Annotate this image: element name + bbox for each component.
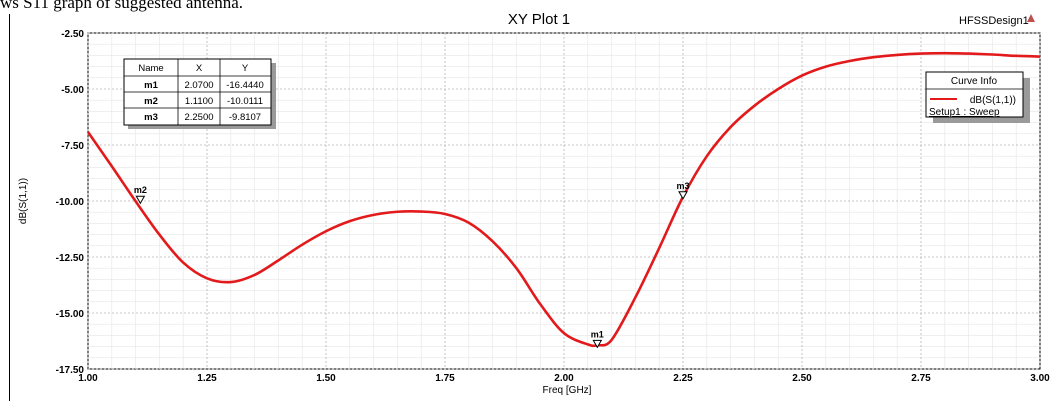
marker-table-header-name: Name — [138, 63, 163, 74]
marker-table-cell: m3 — [144, 112, 158, 123]
page-left-rule — [9, 14, 10, 401]
y-tick-label: -5.00 — [61, 85, 84, 96]
marker-table-header-y: Y — [242, 63, 249, 74]
marker-m1[interactable]: m1 — [591, 329, 604, 349]
x-tick-label: 3.00 — [1030, 373, 1050, 384]
x-tick-label: 2.75 — [911, 373, 931, 384]
y-tick-label: -17.50 — [56, 365, 85, 376]
page-caption: ws S11 graph of suggested antenna. — [0, 0, 243, 12]
y-tick-label: -12.50 — [56, 253, 85, 264]
marker-label: m1 — [591, 329, 604, 339]
legend-entry-label: dB(S(1,1)) — [970, 95, 1016, 106]
marker-table-header-x: X — [196, 63, 203, 74]
curve-info-legend[interactable]: Curve Info dB(S(1,1)) Setup1 : Sweep — [925, 71, 1030, 123]
marker-table-cell: -9.8107 — [229, 112, 261, 123]
x-tick-label: 2.50 — [792, 373, 812, 384]
x-tick-label: 1.00 — [78, 373, 98, 384]
marker-table-cell: 2.2500 — [184, 112, 213, 123]
design-name: HFSSDesign1 — [959, 15, 1029, 27]
marker-table[interactable]: Name X Y m1 2.0700 -16.4440 m2 1.1100 -1… — [123, 58, 276, 129]
x-tick-label: 1.50 — [316, 373, 336, 384]
marker-triangle-icon — [592, 339, 603, 349]
marker-table-cell: -10.0111 — [227, 96, 263, 107]
marker-triangle-icon — [678, 191, 688, 200]
marker-table-cell: 1.1100 — [185, 96, 213, 107]
marker-label: m3 — [676, 181, 689, 191]
marker-table-cell: m2 — [144, 96, 158, 107]
x-axis-label: Freq [GHz] — [543, 385, 592, 396]
y-axis-label: dB(S(1,1)) — [18, 178, 29, 224]
ansys-logo-icon — [1027, 14, 1035, 22]
y-tick-label: -15.00 — [56, 309, 85, 320]
legend-title: Curve Info — [951, 76, 998, 87]
marker-table-cell: 2.0700 — [184, 80, 213, 91]
x-tick-label: 2.25 — [673, 373, 693, 384]
marker-triangle-icon — [135, 195, 146, 205]
marker-m3[interactable]: m3 — [676, 181, 690, 200]
legend-box — [925, 71, 1024, 118]
series-line-s11 — [86, 51, 1041, 348]
y-tick-label: -10.00 — [56, 197, 85, 208]
x-tick-label: 2.00 — [554, 373, 574, 384]
x-tick-label: 1.25 — [197, 373, 217, 384]
x-tick-label: 1.75 — [435, 373, 455, 384]
marker-m2[interactable]: m2 — [134, 185, 147, 205]
y-tick-label: -2.50 — [61, 29, 84, 40]
marker-label: m2 — [134, 185, 147, 195]
marker-table-cell: -16.4440 — [226, 80, 264, 91]
plot-title: XY Plot 1 — [508, 11, 570, 28]
legend-entry-sublabel: Setup1 : Sweep — [929, 107, 1000, 118]
y-tick-label: -7.50 — [61, 141, 84, 152]
marker-table-cell: m1 — [144, 80, 158, 91]
